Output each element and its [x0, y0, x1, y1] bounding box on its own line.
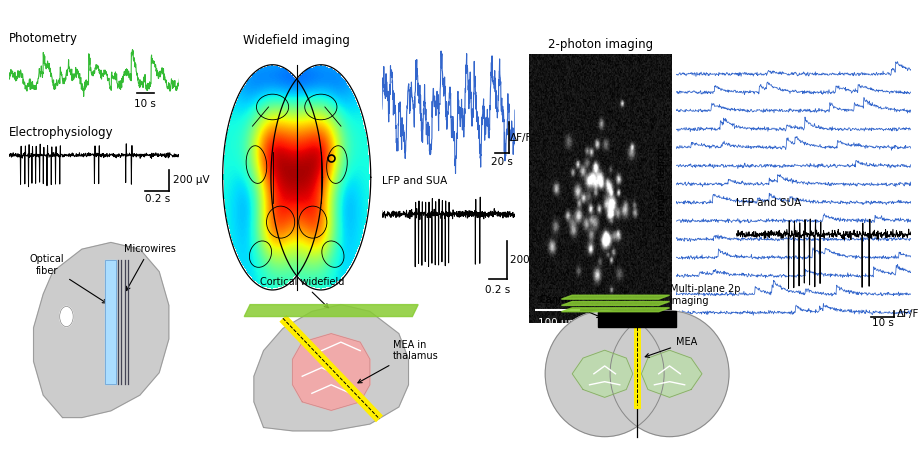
Polygon shape: [254, 304, 408, 431]
Text: ΔF/F: ΔF/F: [509, 133, 532, 143]
Text: LFP and SUA: LFP and SUA: [381, 176, 447, 186]
Polygon shape: [572, 350, 632, 397]
Text: 2-photon imaging: 2-photon imaging: [547, 38, 652, 51]
Ellipse shape: [60, 306, 74, 327]
Text: 20 s: 20 s: [491, 157, 512, 167]
Polygon shape: [292, 334, 369, 410]
Polygon shape: [34, 242, 169, 418]
Polygon shape: [561, 302, 669, 305]
Text: 10 s: 10 s: [871, 318, 892, 328]
Text: 100 μm: 100 μm: [537, 318, 577, 328]
Text: Optical
fiber: Optical fiber: [29, 254, 107, 303]
Text: Example neurons: Example neurons: [656, 141, 666, 227]
Text: Cannula: Cannula: [539, 295, 600, 317]
Polygon shape: [561, 295, 669, 299]
Text: 10 s: 10 s: [134, 99, 156, 109]
FancyBboxPatch shape: [105, 260, 116, 384]
Ellipse shape: [609, 311, 728, 436]
Text: Photometry: Photometry: [9, 31, 78, 44]
Polygon shape: [244, 304, 417, 317]
Text: Microwires: Microwires: [123, 244, 176, 291]
Text: Electrophysiology: Electrophysiology: [9, 126, 114, 139]
FancyBboxPatch shape: [597, 311, 675, 327]
Text: Multi-plane 2p
imaging: Multi-plane 2p imaging: [618, 284, 739, 306]
Ellipse shape: [545, 311, 664, 436]
Text: MEA in
thalamus: MEA in thalamus: [357, 340, 438, 383]
Text: LFP and SUA: LFP and SUA: [735, 198, 800, 208]
Text: 200 μV: 200 μV: [509, 255, 546, 265]
Text: 0.2 s: 0.2 s: [144, 194, 170, 204]
Polygon shape: [561, 308, 669, 312]
Text: Widefield imaging: Widefield imaging: [243, 34, 350, 47]
Text: Cortical widefield: Cortical widefield: [260, 277, 344, 308]
Text: 200 μV: 200 μV: [173, 175, 209, 185]
Text: 0.2 s: 0.2 s: [484, 285, 510, 295]
Text: MEA: MEA: [644, 337, 697, 357]
Polygon shape: [641, 350, 701, 397]
Text: ΔF/F: ΔF/F: [896, 309, 918, 319]
